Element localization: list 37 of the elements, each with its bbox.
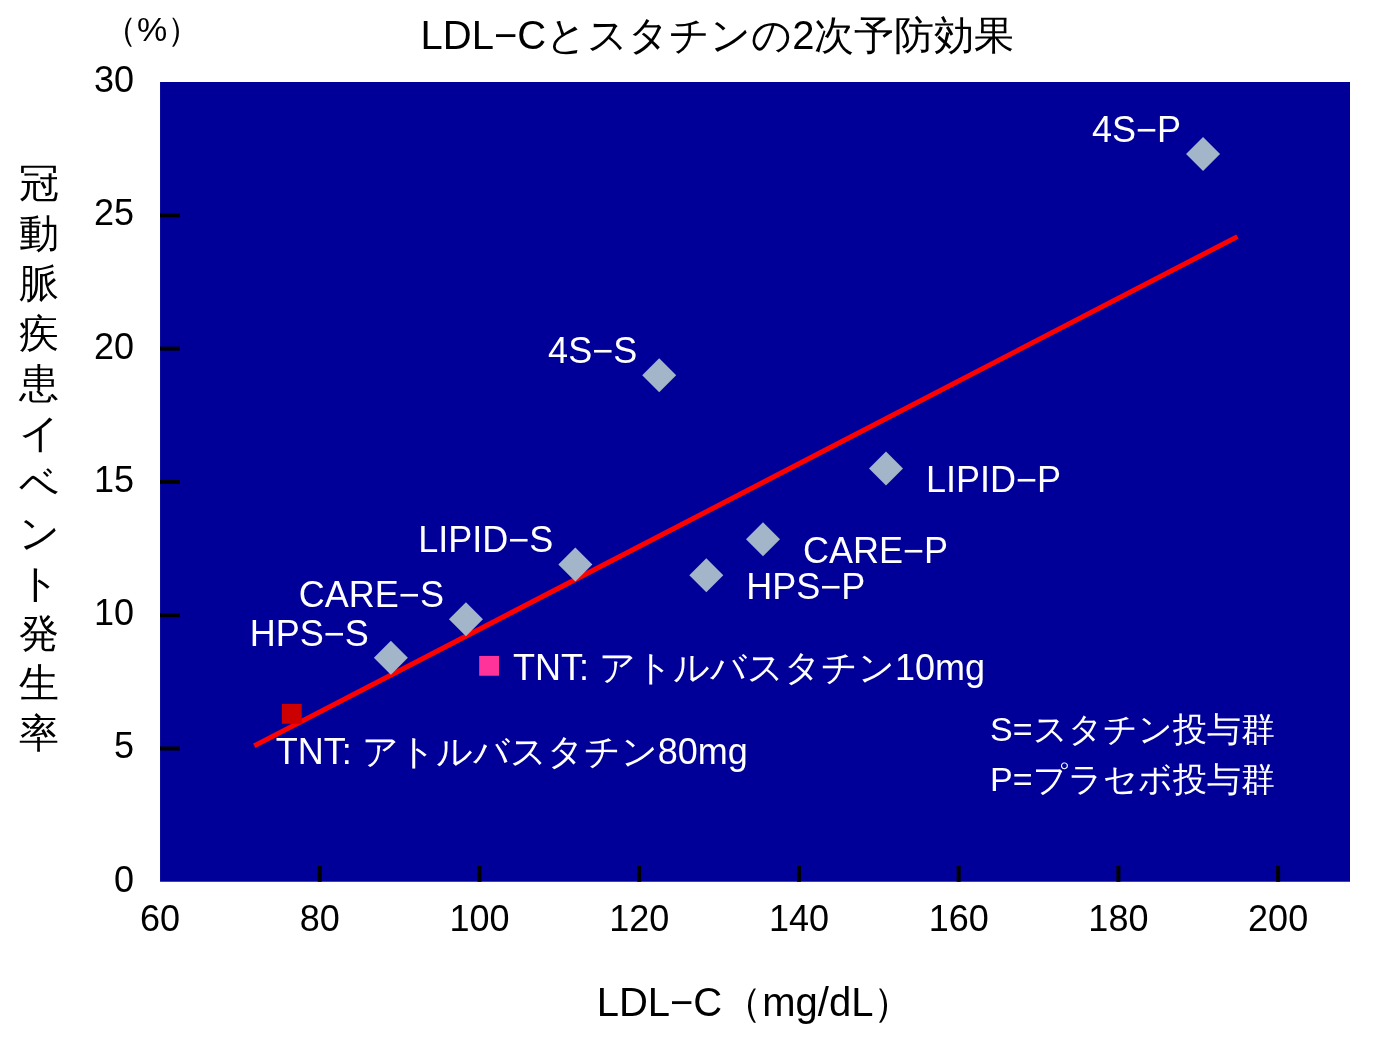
point (558, 547, 593, 582)
chart-title: LDL−Cとスタチンの2次予防効果 (420, 13, 1015, 58)
x-tick-label: 120 (609, 898, 670, 940)
point (746, 522, 781, 557)
x-tick-label: 160 (928, 898, 989, 940)
series-label: TNT: アトルバスタチン80mg (275, 730, 748, 772)
point (1186, 136, 1221, 171)
y-tick-label: 15 (94, 458, 135, 500)
point (373, 640, 408, 675)
point (448, 602, 483, 637)
y-tick-label: 5 (114, 725, 135, 767)
annotation: S=スタチン投与群 (990, 710, 1275, 749)
annotation: LIPID−S (418, 519, 554, 561)
point (281, 703, 302, 724)
annotation: 4S−S (548, 330, 638, 372)
point (479, 655, 499, 676)
point (869, 451, 903, 486)
y-tick-label: 25 (94, 192, 135, 234)
x-tick-label: 140 (768, 898, 829, 940)
y-tick-label: 20 (94, 325, 135, 367)
point (642, 358, 677, 393)
x-tick-label: 100 (449, 898, 510, 940)
point (689, 558, 724, 593)
x-axis-title: LDL−C（mg/dL） (596, 980, 914, 1025)
text: 冠動脈疾患イベント発生率 (18, 161, 60, 755)
series-label: TNT: アトルバスタチン10mg (513, 646, 986, 688)
annotation: 4S−P (1091, 108, 1182, 150)
annotation: LIPID−P (926, 459, 1062, 501)
text: （%） (102, 10, 202, 49)
x-tick-label: 60 (140, 898, 181, 940)
y-tick-label: 10 (94, 592, 135, 634)
x-tick-label: 80 (299, 898, 340, 940)
y-tick-label: 30 (94, 58, 135, 100)
y-tick-label: 0 (114, 858, 135, 900)
x-tick-label: 180 (1088, 898, 1149, 940)
x-tick-label: 200 (1248, 898, 1309, 940)
annotation: P=プラセボ投与群 (990, 760, 1275, 799)
